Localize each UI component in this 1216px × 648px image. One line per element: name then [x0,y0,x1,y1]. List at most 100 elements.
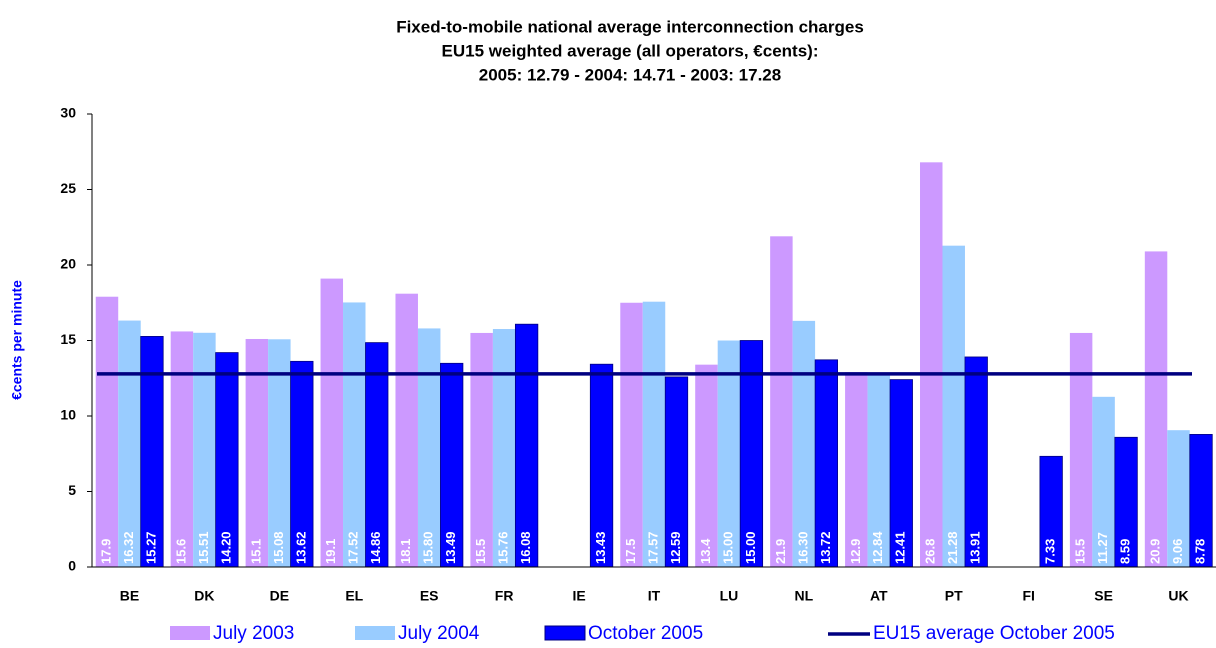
data-label: 15.08 [271,531,286,564]
bar [470,332,493,567]
data-label: 12.84 [870,531,885,564]
bar [845,372,868,567]
data-label: 19.1 [323,539,338,564]
bar [642,301,666,567]
x-tick-label: EL [345,588,363,604]
bar [1144,251,1168,567]
bar [920,162,943,567]
data-label: 15.76 [496,531,511,564]
data-label: 20.9 [1147,539,1162,564]
x-tick-label: ES [420,588,439,604]
data-label: 15.5 [1073,539,1088,564]
legend-swatch [544,625,586,641]
x-tick-label: FR [495,588,514,604]
x-tick-label: BE [120,588,139,604]
bar [514,323,539,568]
data-label: 13.72 [818,531,833,564]
data-label: 15.1 [248,539,263,564]
legend-swatch [355,626,395,640]
bar [1069,332,1093,567]
chart-title: 2005: 12.79 - 2004: 14.71 - 2003: 17.28 [479,65,781,84]
x-tick-label: IE [572,588,585,604]
data-label: 17.5 [623,539,638,564]
data-label: 12.59 [668,531,683,564]
bar [193,332,216,567]
data-label: 15.51 [196,531,211,564]
data-label: 13.91 [968,531,983,564]
y-tick-label: 10 [60,407,76,423]
x-tick-label: DE [270,588,289,604]
data-label: 14.86 [368,531,383,564]
data-label: 15.27 [143,531,158,564]
data-label: 16.30 [795,531,810,564]
data-label: 15.80 [421,531,436,564]
x-tick-label: NL [795,588,814,604]
data-label: 17.9 [98,539,113,564]
data-label: 7.33 [1043,539,1058,564]
x-tick-label: AT [870,588,888,604]
bar [792,320,816,567]
bar [245,338,269,567]
bar [717,340,741,567]
bar [170,331,194,567]
data-label: 9.06 [1170,539,1185,564]
bar [343,302,366,567]
bar [867,373,891,567]
y-axis-label: €cents per minute [9,280,25,400]
bar [1092,396,1115,567]
legend-label: October 2005 [588,623,703,644]
bar [95,296,119,567]
bar [320,278,344,567]
bar [118,320,141,567]
bar [1167,430,1190,567]
data-label: 18.1 [398,539,413,564]
data-label: 11.27 [1095,532,1110,564]
x-tick-label: FI [1022,588,1034,604]
legend-label: July 2003 [213,623,294,644]
bar [770,236,793,567]
data-label: 26.8 [923,539,938,564]
data-label: 17.57 [645,531,660,564]
x-tick-label: PT [945,588,963,604]
data-label: 17.52 [346,531,361,564]
data-label: 15.6 [173,539,188,564]
y-tick-label: 20 [60,256,76,272]
y-tick-label: 15 [60,331,76,347]
legend-label: July 2004 [398,623,480,644]
bar [695,364,718,567]
legend-label: EU15 average October 2005 [873,623,1115,644]
bar [417,328,441,567]
data-label: 16.08 [518,531,533,564]
data-label: 15.00 [720,531,735,564]
data-label: 13.62 [293,531,308,564]
x-tick-label: LU [720,588,739,604]
x-tick-label: DK [194,588,214,604]
data-label: 12.41 [893,531,908,564]
y-tick-label: 5 [68,482,76,498]
data-label: 8.59 [1118,539,1133,564]
chart-title: EU15 weighted average (all operators, €c… [442,41,819,60]
data-label: 13.43 [593,531,608,564]
bar [942,245,965,567]
data-label: 8.78 [1192,539,1207,564]
data-label: 12.9 [848,539,863,564]
bar [268,339,291,567]
x-tick-label: UK [1168,588,1188,604]
bar [620,302,643,567]
data-label: 21.9 [773,539,788,564]
bar [395,293,418,567]
data-label: 16.32 [121,531,136,564]
data-label: 21.28 [945,531,960,564]
data-label: 15.00 [743,531,758,564]
bar [492,329,516,567]
x-tick-label: IT [648,588,661,604]
chart-title: Fixed-to-mobile national average interco… [396,17,864,36]
y-tick-label: 0 [68,558,76,574]
data-label: 14.20 [218,531,233,564]
data-label: 15.5 [473,539,488,564]
data-label: 13.4 [698,538,713,564]
y-tick-label: 25 [60,180,76,196]
x-tick-label: SE [1094,588,1113,604]
data-label: 13.49 [443,531,458,564]
